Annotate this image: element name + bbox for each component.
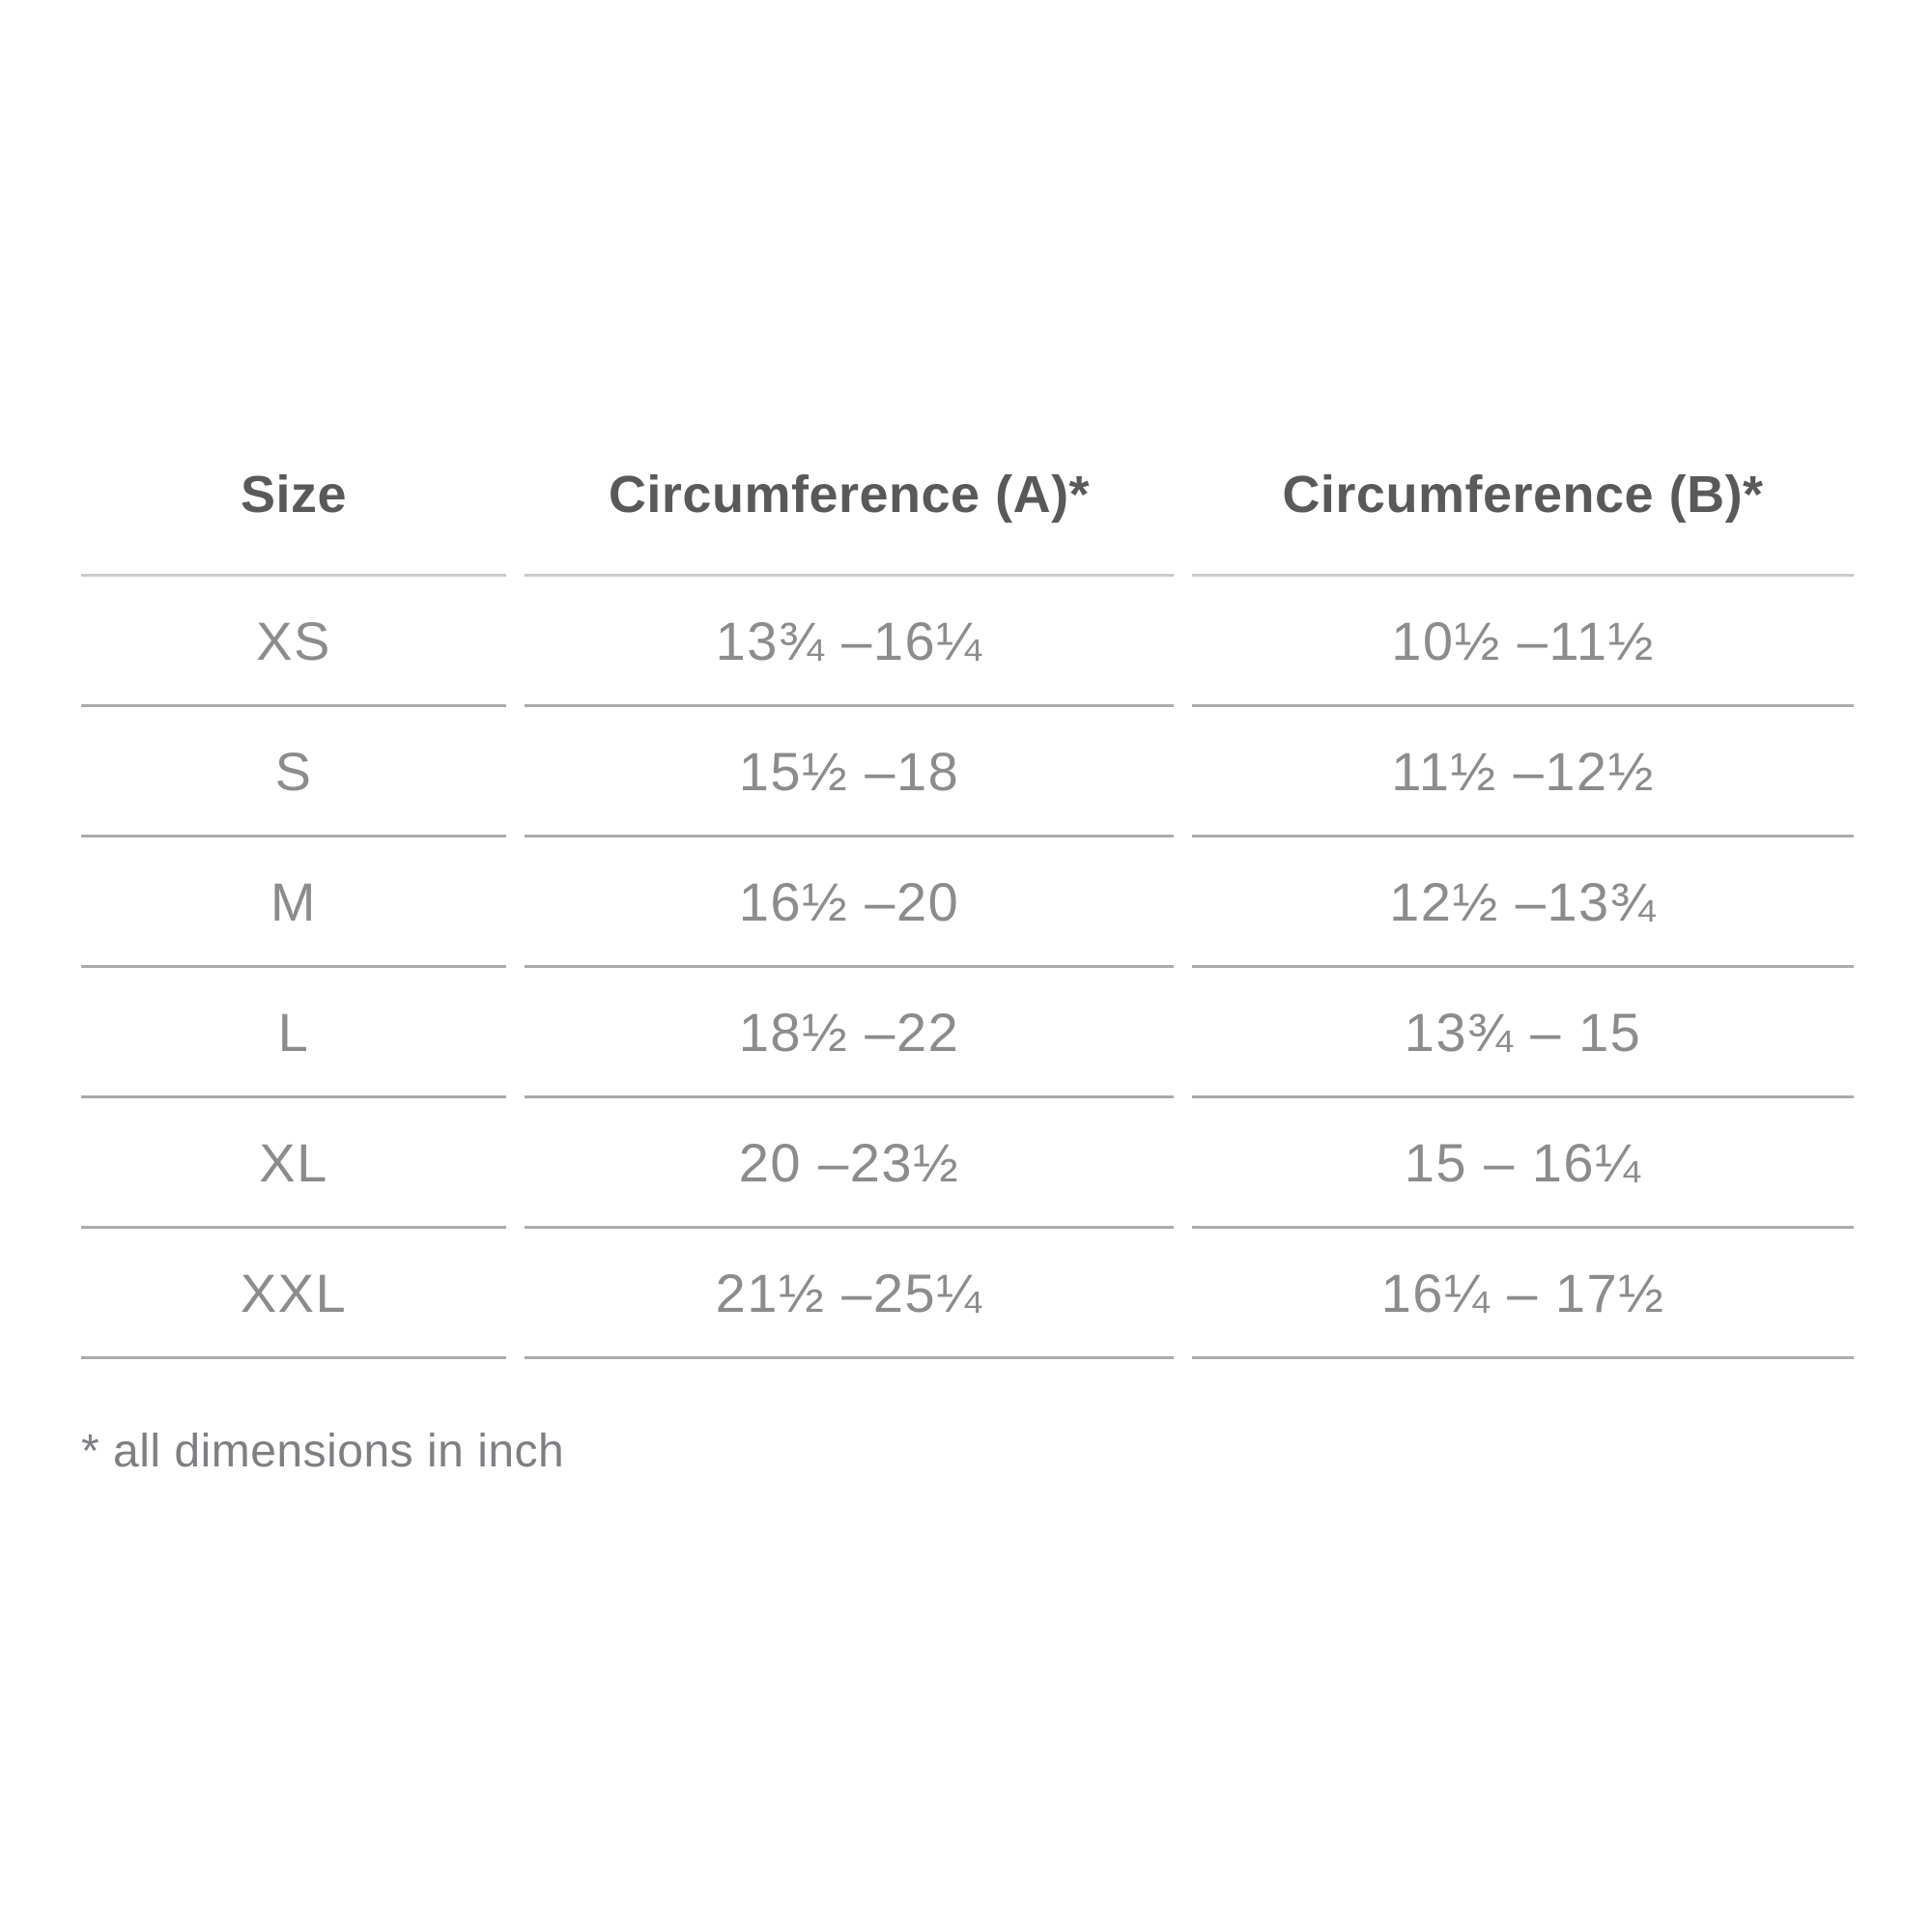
- dimensions-footnote: * all dimensions in inch: [81, 1426, 565, 1477]
- row-xl-circumference-b: 15 – 16¼: [1192, 1098, 1854, 1229]
- row-xs-circumference-b: 10½ –11½: [1192, 577, 1854, 707]
- row-s-circumference-b: 11½ –12½: [1192, 707, 1854, 838]
- row-xxl-circumference-b: 16¼ – 17½: [1192, 1229, 1854, 1359]
- column-header-size: Size: [81, 415, 506, 577]
- row-s-size: S: [81, 707, 506, 838]
- row-xl-size: XL: [81, 1098, 506, 1229]
- row-m-size: M: [81, 838, 506, 968]
- column-header-circumference-b: Circumference (B)*: [1192, 415, 1854, 577]
- size-chart-table: Size Circumference (A)* Circumference (B…: [81, 415, 1854, 1359]
- row-l-circumference-b: 13¾ – 15: [1192, 968, 1854, 1098]
- row-s-circumference-a: 15½ –18: [525, 707, 1174, 838]
- row-xxl-size: XXL: [81, 1229, 506, 1359]
- row-l-circumference-a: 18½ –22: [525, 968, 1174, 1098]
- row-m-circumference-b: 12½ –13¾: [1192, 838, 1854, 968]
- column-header-circumference-a: Circumference (A)*: [525, 415, 1174, 577]
- row-xxl-circumference-a: 21½ –25¼: [525, 1229, 1174, 1359]
- row-xs-circumference-a: 13¾ –16¼: [525, 577, 1174, 707]
- row-l-size: L: [81, 968, 506, 1098]
- row-xs-size: XS: [81, 577, 506, 707]
- row-m-circumference-a: 16½ –20: [525, 838, 1174, 968]
- row-xl-circumference-a: 20 –23½: [525, 1098, 1174, 1229]
